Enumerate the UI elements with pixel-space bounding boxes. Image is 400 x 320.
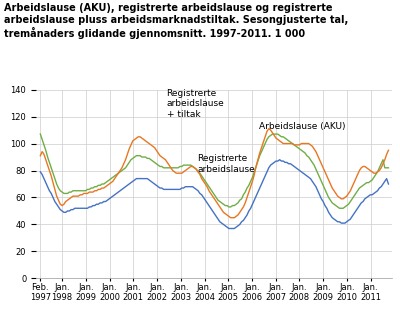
Text: Arbeidslause (AKU), registrerte arbeidslause og registrerte arbeidslause pluss a: Arbeidslause (AKU), registrerte arbeidsl… [4,3,348,39]
Text: Registrerte
arbeidslause
+ tiltak: Registrerte arbeidslause + tiltak [166,89,224,119]
Text: Arbeidslause (AKU): Arbeidslause (AKU) [259,122,346,131]
Text: Registrerte
arbeidslause: Registrerte arbeidslause [197,155,255,174]
